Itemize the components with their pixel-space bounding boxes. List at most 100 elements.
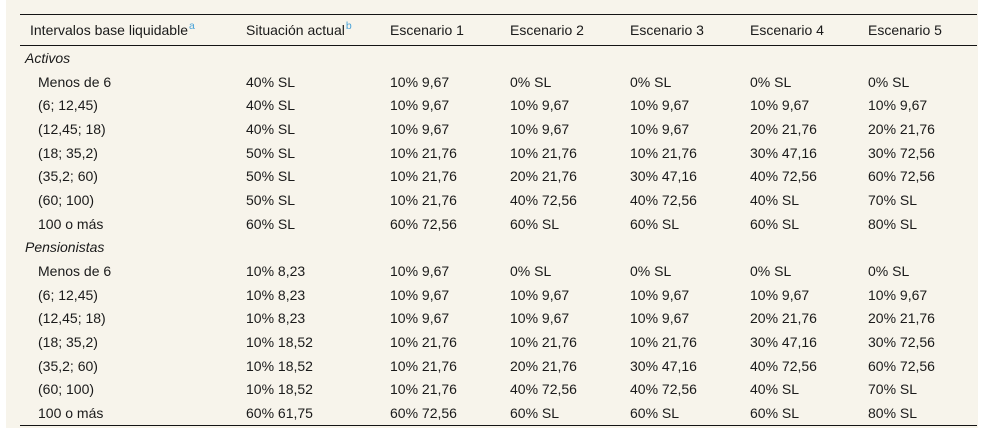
value-cell: 10% 9,67 xyxy=(390,310,450,327)
interval-label: (12,45; 18) xyxy=(38,120,106,137)
value-cell: 10% 9,67 xyxy=(750,286,810,303)
value-cell: 30% 47,16 xyxy=(750,144,817,161)
value-cell: 20% 21,76 xyxy=(868,310,935,327)
value-cell: 30% 47,16 xyxy=(630,168,697,185)
value-cell: 40% 72,56 xyxy=(630,381,697,398)
header-row: Intervalos base liquidablea Situación ac… xyxy=(20,15,977,46)
value-cell: 10% 9,67 xyxy=(630,310,690,327)
col-header-escenario-3: Escenario 3 xyxy=(630,22,704,38)
table-row: (35,2; 60) 10% 18,52 10% 21,76 20% 21,76 30%… xyxy=(20,354,977,378)
col-header-intervalos: Intervalos base liquidablea xyxy=(20,15,246,46)
table-row: Menos de 6 10% 8,23 10% 9,67 0% SL 0% SL 0% S… xyxy=(20,259,977,283)
value-cell: 10% 8,23 xyxy=(246,263,306,280)
group-row: Pensionistas xyxy=(20,236,977,260)
interval-label: (60; 100) xyxy=(38,191,95,208)
table-row: (6; 12,45) 40% SL 10% 9,67 10% 9,67 10% 9,67… xyxy=(20,93,977,117)
value-cell: 40% SL xyxy=(750,191,800,208)
value-cell: 60% SL xyxy=(246,215,296,232)
value-cell: 40% SL xyxy=(246,120,296,137)
value-cell: 0% SL xyxy=(750,73,792,90)
value-cell: 10% 18,52 xyxy=(246,381,313,398)
value-cell: 10% 9,67 xyxy=(510,286,570,303)
value-cell: 10% 9,67 xyxy=(390,120,450,137)
value-cell: 40% SL xyxy=(246,97,296,114)
value-cell: 40% 72,56 xyxy=(750,357,817,374)
value-cell: 10% 9,67 xyxy=(868,286,928,303)
interval-label: Menos de 6 xyxy=(38,73,112,90)
value-cell: 10% 9,67 xyxy=(390,73,450,90)
value-cell: 80% SL xyxy=(868,215,918,232)
value-cell: 20% 21,76 xyxy=(510,357,577,374)
col-header-escenario-2: Escenario 2 xyxy=(510,22,584,38)
interval-label: (18; 35,2) xyxy=(38,144,98,161)
value-cell: 40% 72,56 xyxy=(510,381,577,398)
table-row: (12,45; 18) 10% 8,23 10% 9,67 10% 9,67 10% 9… xyxy=(20,307,977,331)
value-cell: 10% 21,76 xyxy=(510,144,577,161)
col-header-escenario-4: Escenario 4 xyxy=(750,22,824,38)
value-cell: 40% SL xyxy=(750,381,800,398)
value-cell: 10% 21,76 xyxy=(390,191,457,208)
table-row: (6; 12,45) 10% 8,23 10% 9,67 10% 9,67 10% 9,… xyxy=(20,283,977,307)
value-cell: 10% 9,67 xyxy=(750,97,810,114)
value-cell: 10% 18,52 xyxy=(246,334,313,351)
interval-label: 100 o más xyxy=(38,405,104,422)
value-cell: 10% 21,76 xyxy=(630,144,697,161)
value-cell: 0% SL xyxy=(630,263,672,280)
value-cell: 10% 21,76 xyxy=(390,144,457,161)
value-cell: 10% 21,76 xyxy=(510,334,577,351)
group-label: Pensionistas xyxy=(25,239,105,256)
value-cell: 40% 72,56 xyxy=(510,191,577,208)
value-cell: 10% 21,76 xyxy=(630,334,697,351)
value-cell: 10% 9,67 xyxy=(390,286,450,303)
value-cell: 50% SL xyxy=(246,191,296,208)
group-row: Activos xyxy=(20,46,977,70)
interval-label: (60; 100) xyxy=(38,381,95,398)
value-cell: 80% SL xyxy=(868,405,918,422)
value-cell: 0% SL xyxy=(510,263,552,280)
col-header-escenario-1: Escenario 1 xyxy=(390,22,464,38)
value-cell: 60% SL xyxy=(750,405,800,422)
table-row: Menos de 6 40% SL 10% 9,67 0% SL 0% SL 0% SL 0… xyxy=(20,70,977,94)
value-cell: 10% 21,76 xyxy=(390,357,457,374)
interval-label: (6; 12,45) xyxy=(38,286,98,303)
col-header-escenario-5: Escenario 5 xyxy=(868,22,942,38)
table-row: (35,2; 60) 50% SL 10% 21,76 20% 21,76 30% 47… xyxy=(20,164,977,188)
col-header-text: Intervalos base liquidable xyxy=(30,22,188,38)
value-cell: 30% 47,16 xyxy=(630,357,697,374)
value-cell: 10% 21,76 xyxy=(390,381,457,398)
footnote-marker-a[interactable]: a xyxy=(189,20,195,33)
value-cell: 60% 72,56 xyxy=(390,405,457,422)
interval-label: (35,2; 60) xyxy=(38,168,98,185)
value-cell: 60% 72,56 xyxy=(868,168,935,185)
value-cell: 30% 72,56 xyxy=(868,144,935,161)
interval-label: (35,2; 60) xyxy=(38,357,98,374)
value-cell: 0% SL xyxy=(630,73,672,90)
interval-label: 100 o más xyxy=(38,215,104,232)
value-cell: 60% 61,75 xyxy=(246,405,313,422)
value-cell: 10% 9,67 xyxy=(390,263,450,280)
value-cell: 70% SL xyxy=(868,191,918,208)
value-cell: 60% 72,56 xyxy=(868,357,935,374)
value-cell: 50% SL xyxy=(246,144,296,161)
value-cell: 40% 72,56 xyxy=(630,191,697,208)
table-panel: Intervalos base liquidablea Situación ac… xyxy=(6,0,978,428)
value-cell: 10% 9,67 xyxy=(510,310,570,327)
value-cell: 10% 9,67 xyxy=(510,120,570,137)
value-cell: 60% SL xyxy=(630,215,680,232)
value-cell: 70% SL xyxy=(868,381,918,398)
table-row: (60; 100) 10% 18,52 10% 21,76 40% 72,56 40% … xyxy=(20,378,977,402)
table-row: 100 o más 60% SL 60% 72,56 60% SL 60% SL 60% … xyxy=(20,212,977,236)
table-row: (18; 35,2) 50% SL 10% 21,76 10% 21,76 10% 21… xyxy=(20,141,977,165)
table-row: (18; 35,2) 10% 18,52 10% 21,76 10% 21,76 10%… xyxy=(20,330,977,354)
value-cell: 10% 18,52 xyxy=(246,357,313,374)
value-cell: 20% 21,76 xyxy=(750,310,817,327)
value-cell: 60% SL xyxy=(630,405,680,422)
value-cell: 50% SL xyxy=(246,168,296,185)
value-cell: 10% 8,23 xyxy=(246,310,306,327)
value-cell: 10% 9,67 xyxy=(390,97,450,114)
table-row: 100 o más 60% 61,75 60% 72,56 60% SL 60% SL 6… xyxy=(20,401,977,425)
table-body: Activos Menos de 6 40% SL 10% 9,67 0% SL 0% S… xyxy=(20,46,977,426)
col-header-text: Situación actual xyxy=(246,22,345,38)
value-cell: 10% 9,67 xyxy=(630,120,690,137)
footnote-marker-b[interactable]: b xyxy=(345,20,352,33)
